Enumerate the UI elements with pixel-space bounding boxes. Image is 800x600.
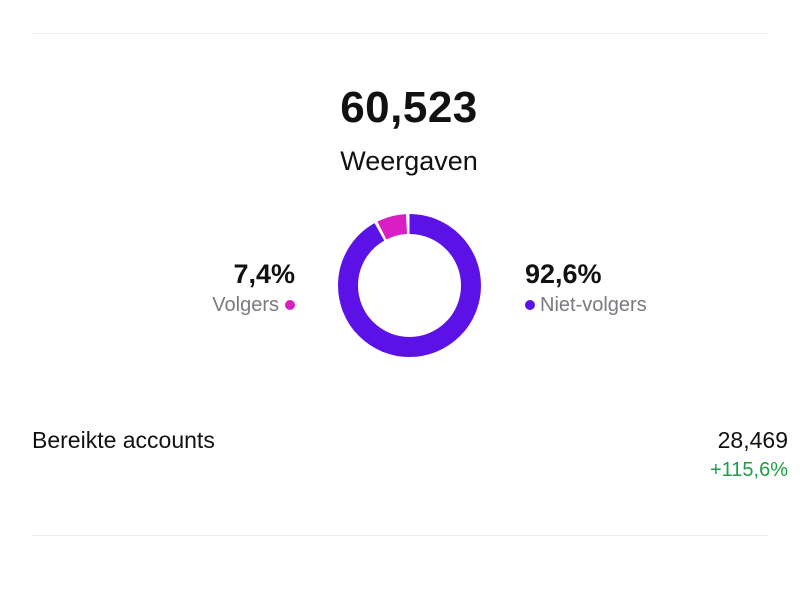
non-followers-legend: Niet-volgers bbox=[525, 292, 647, 318]
top-divider bbox=[32, 33, 768, 34]
non-followers-label: Niet-volgers bbox=[540, 294, 647, 316]
followers-label: Volgers bbox=[212, 294, 279, 316]
donut-segment-non-followers bbox=[338, 214, 481, 357]
non-followers-percent: 92,6% bbox=[525, 259, 602, 289]
followers-segment: 7,4% Volgers bbox=[212, 258, 295, 318]
accounts-reached-change: +115,6% bbox=[709, 459, 788, 481]
views-donut-chart bbox=[338, 214, 481, 357]
non-followers-segment: 92,6% Niet-volgers bbox=[525, 258, 647, 318]
followers-percent: 7,4% bbox=[233, 259, 295, 289]
donut-segment-followers bbox=[338, 214, 481, 357]
accounts-reached-label: Bereikte accounts bbox=[32, 427, 215, 453]
views-total: 60,523 bbox=[340, 83, 478, 132]
accounts-reached-value: 28,469 bbox=[717, 427, 788, 453]
bottom-divider bbox=[32, 535, 768, 536]
followers-legend: Volgers bbox=[212, 292, 295, 318]
non-followers-dot-icon bbox=[525, 300, 535, 310]
views-label: Weergaven bbox=[340, 146, 478, 176]
followers-dot-icon bbox=[285, 300, 295, 310]
